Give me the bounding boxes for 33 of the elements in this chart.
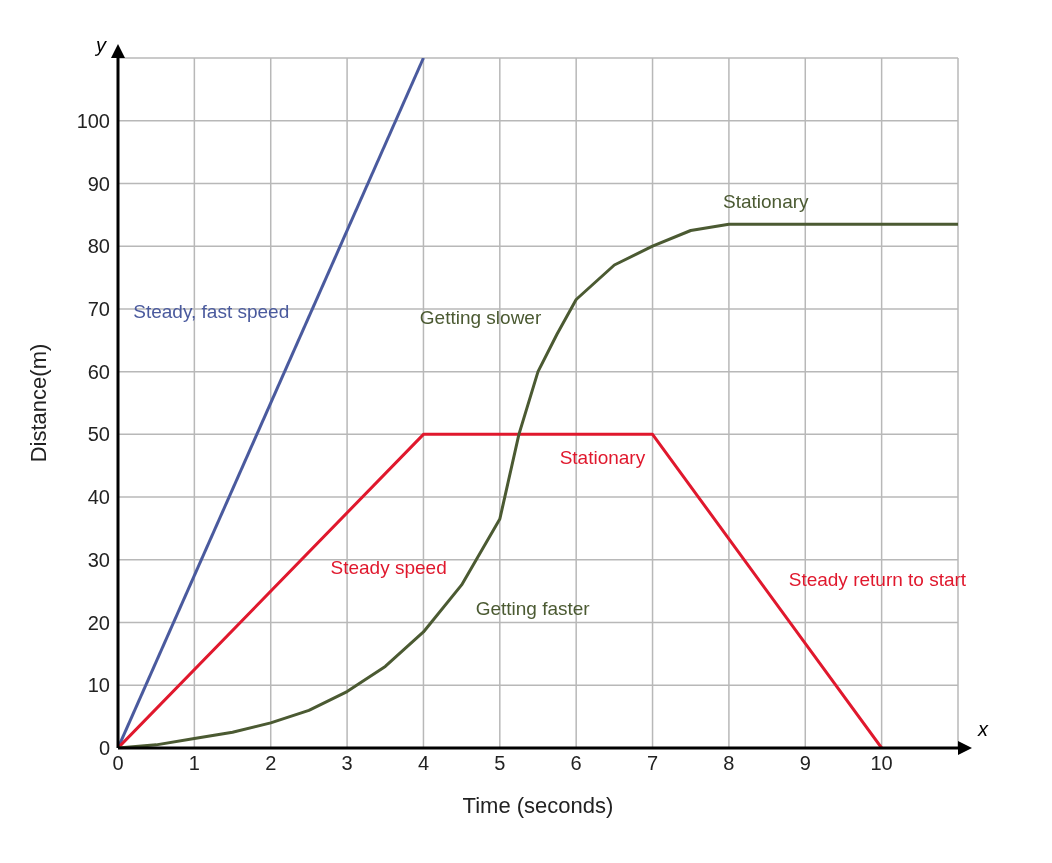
y-tick-label: 90	[87, 172, 110, 195]
x-tick-label: 9	[799, 752, 811, 775]
y-tick-label: 10	[87, 674, 110, 697]
y-tick-label: 100	[76, 109, 110, 132]
x-tick-label: 10	[870, 752, 893, 775]
y-axis-title: Distance(m)	[25, 343, 51, 463]
y-tick-label: 30	[87, 548, 110, 571]
x-tick-label: 1	[188, 752, 200, 775]
y-tick-label: 40	[87, 486, 110, 509]
x-tick-label: 3	[341, 752, 353, 775]
annotation: Stationary	[559, 447, 646, 469]
annotation: Steady return to start	[788, 568, 967, 590]
y-tick-label: 20	[87, 611, 110, 634]
x-tick-label: 2	[265, 752, 277, 775]
annotation: Stationary	[723, 191, 810, 213]
x-axis-title: Time (seconds)	[462, 793, 614, 818]
text: y	[94, 34, 107, 56]
y-tick-label: 60	[87, 360, 110, 383]
y-tick-label: 50	[87, 423, 110, 446]
x-tick-label: 6	[570, 752, 582, 775]
annotation: Getting faster	[475, 597, 591, 619]
x-tick-label: 7	[646, 752, 659, 775]
annotation: Steady speed	[330, 557, 447, 579]
annotation: Steady, fast speed	[133, 301, 290, 322]
x-tick-label: 8	[723, 752, 735, 775]
x-tick-label: 0	[112, 752, 124, 775]
x-tick-label: 4	[417, 752, 430, 775]
text: x	[977, 718, 989, 740]
y-tick-label: 80	[87, 235, 110, 258]
y-tick-label: 0	[98, 737, 110, 760]
x-tick-label: 5	[494, 752, 506, 775]
y-tick-label: 70	[87, 298, 110, 321]
annotation: Getting slower	[419, 307, 542, 329]
